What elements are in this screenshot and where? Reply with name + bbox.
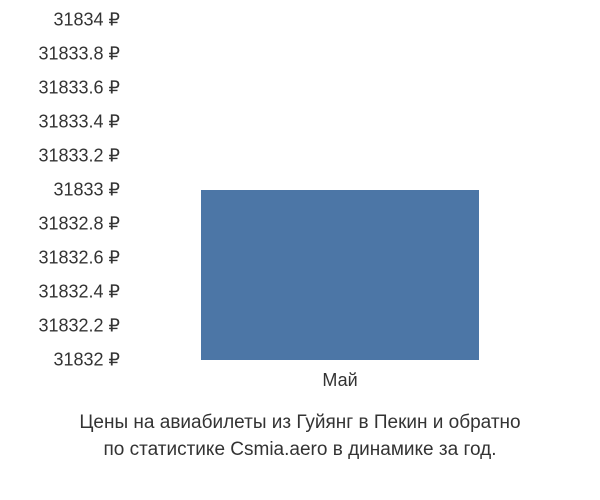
y-tick-label: 31833 ₽ <box>53 180 120 201</box>
y-tick-label: 31833.6 ₽ <box>38 78 120 99</box>
y-tick-label: 31832.4 ₽ <box>38 282 120 303</box>
chart-caption: Цены на авиабилеты из Гуйянг в Пекин и о… <box>0 410 600 463</box>
x-axis-label: Май <box>322 370 357 391</box>
y-tick-label: 31833.8 ₽ <box>38 44 120 65</box>
y-tick-label: 31834 ₽ <box>53 10 120 31</box>
bar-chart: 31834 ₽ 31833.8 ₽ 31833.6 ₽ 31833.4 ₽ 31… <box>0 0 600 500</box>
plot-area <box>135 20 545 360</box>
y-tick-label: 31832.2 ₽ <box>38 316 120 337</box>
y-tick-label: 31833.2 ₽ <box>38 146 120 167</box>
y-tick-label: 31832.6 ₽ <box>38 248 120 269</box>
y-tick-label: 31833.4 ₽ <box>38 112 120 133</box>
y-tick-label: 31832.8 ₽ <box>38 214 120 235</box>
y-axis: 31834 ₽ 31833.8 ₽ 31833.6 ₽ 31833.4 ₽ 31… <box>0 20 130 360</box>
y-tick-label: 31832 ₽ <box>53 350 120 371</box>
bar-may <box>201 190 480 360</box>
caption-line: Цены на авиабилеты из Гуйянг в Пекин и о… <box>40 410 560 437</box>
caption-line: по статистике Csmia.aero в динамике за г… <box>40 437 560 464</box>
